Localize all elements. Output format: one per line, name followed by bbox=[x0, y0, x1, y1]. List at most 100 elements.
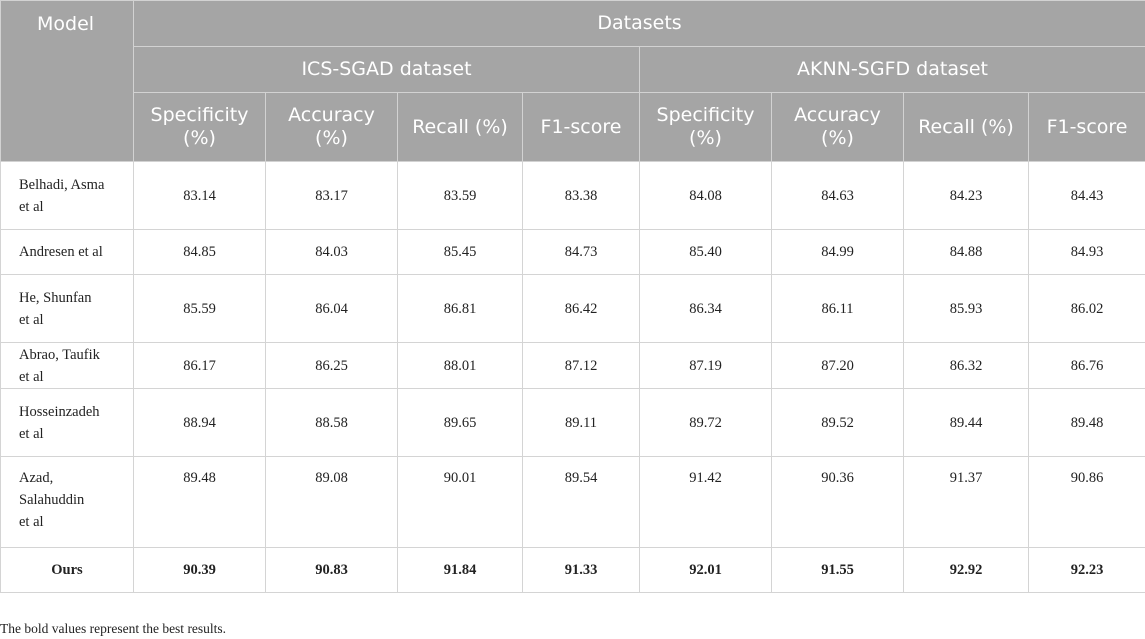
value-cell: 83.38 bbox=[522, 161, 640, 230]
metric-header-line: (%) bbox=[689, 127, 722, 149]
value-cell: 91.33 bbox=[522, 547, 640, 593]
metric-header-line: Specificity bbox=[150, 104, 249, 126]
model-name-line: Abrao, Taufik bbox=[19, 346, 100, 363]
model-name-line: et al bbox=[19, 311, 44, 328]
value-cell: 85.59 bbox=[133, 274, 266, 343]
value-cell: 87.12 bbox=[522, 342, 640, 389]
value-cell: 92.23 bbox=[1027, 547, 1145, 593]
value-cell: 85.93 bbox=[903, 274, 1029, 343]
metric-header: Recall (%) bbox=[903, 92, 1029, 162]
model-name-line: Belhadi, Asma bbox=[19, 176, 105, 193]
metric-header-line: Accuracy bbox=[288, 104, 375, 126]
group-header: ICS-SGAD dataset bbox=[133, 46, 640, 93]
metric-header: Recall (%) bbox=[397, 92, 523, 162]
table-row: Ours 90.39 90.83 91.84 91.33 92.01 91.55 92.92 9… bbox=[0, 547, 1145, 593]
metric-header: Specificity (%) bbox=[133, 92, 266, 162]
model-name-cell: Abrao, Taufik et al bbox=[0, 342, 134, 389]
value-cell: 89.52 bbox=[771, 388, 904, 457]
value-cell: 91.42 bbox=[639, 456, 772, 548]
value-cell: 87.19 bbox=[639, 342, 772, 389]
metric-header-line: Recall (%) bbox=[918, 115, 1014, 138]
value-cell: 86.02 bbox=[1027, 274, 1145, 343]
value-cell: 84.85 bbox=[133, 229, 266, 275]
value-cell: 83.17 bbox=[265, 161, 398, 230]
model-name-cell: Hosseinzadeh et al bbox=[0, 388, 134, 457]
model-name-line: Ours bbox=[51, 562, 83, 578]
value-cell: 84.23 bbox=[903, 161, 1029, 230]
value-cell: 86.76 bbox=[1027, 342, 1145, 389]
value-cell: 84.88 bbox=[903, 229, 1029, 275]
model-name-line: He, Shunfan bbox=[19, 289, 92, 306]
value-cell: 90.01 bbox=[397, 456, 523, 548]
metric-header-line: Accuracy bbox=[794, 104, 881, 126]
value-cell: 90.36 bbox=[771, 456, 904, 548]
value-cell: 89.44 bbox=[903, 388, 1029, 457]
model-name-cell: He, Shunfan et al bbox=[0, 274, 134, 343]
model-name-line: Azad, bbox=[19, 470, 54, 486]
value-cell: 89.11 bbox=[522, 388, 640, 457]
value-cell: 84.43 bbox=[1027, 161, 1145, 230]
value-cell: 84.63 bbox=[771, 161, 904, 230]
value-cell: 91.84 bbox=[397, 547, 523, 593]
model-name-line: et al bbox=[19, 514, 44, 530]
model-name-line: et al bbox=[19, 425, 44, 442]
value-cell: 92.92 bbox=[903, 547, 1029, 593]
metric-header: F1-score bbox=[522, 92, 640, 162]
value-cell: 86.32 bbox=[903, 342, 1029, 389]
metric-header-line: Specificity bbox=[656, 104, 755, 126]
table-row: Belhadi, Asma et al 83.14 83.17 83.59 83.38 84… bbox=[0, 161, 1145, 230]
value-cell: 86.17 bbox=[133, 342, 266, 389]
table-row: Abrao, Taufik et al 86.17 86.25 88.01 87.12 87… bbox=[0, 342, 1145, 389]
value-cell: 85.45 bbox=[397, 229, 523, 275]
metric-header: Accuracy (%) bbox=[771, 92, 904, 162]
value-cell: 84.03 bbox=[265, 229, 398, 275]
value-cell: 86.04 bbox=[265, 274, 398, 343]
value-cell: 89.48 bbox=[1027, 388, 1145, 457]
model-name-line: Andresen et al bbox=[19, 244, 103, 260]
model-name-line: et al bbox=[19, 198, 44, 215]
value-cell: 88.01 bbox=[397, 342, 523, 389]
metric-header: Accuracy (%) bbox=[265, 92, 398, 162]
table-row: Hosseinzadeh et al 88.94 88.58 89.65 89.11 89.… bbox=[0, 388, 1145, 457]
value-cell: 89.48 bbox=[133, 456, 266, 548]
model-name-cell: Belhadi, Asma et al bbox=[0, 161, 134, 230]
value-cell: 88.58 bbox=[265, 388, 398, 457]
value-cell: 89.65 bbox=[397, 388, 523, 457]
value-cell: 86.81 bbox=[397, 274, 523, 343]
metric-header-line: F1-score bbox=[1046, 115, 1128, 138]
value-cell: 87.20 bbox=[771, 342, 904, 389]
value-cell: 86.11 bbox=[771, 274, 904, 343]
value-cell: 88.94 bbox=[133, 388, 266, 457]
value-cell: 84.99 bbox=[771, 229, 904, 275]
datasets-header: Datasets bbox=[132, 0, 1145, 47]
value-cell: 90.39 bbox=[133, 547, 266, 593]
table-row: Andresen et al 84.85 84.03 85.45 84.73 85.40 8… bbox=[0, 229, 1145, 275]
model-name-cell: Azad, Salahuddin et al bbox=[0, 456, 134, 548]
model-name-line: Salahuddin bbox=[19, 492, 85, 508]
results-table: Model Datasets ICS-SGAD dataset AKNN-SGF… bbox=[0, 0, 1145, 593]
metric-header: F1-score bbox=[1027, 92, 1145, 162]
model-name-line: et al bbox=[19, 368, 44, 385]
value-cell: 92.01 bbox=[639, 547, 772, 593]
value-cell: 89.72 bbox=[639, 388, 772, 457]
table-row: Azad, Salahuddin et al 89.48 89.08 90.01 89.54… bbox=[0, 456, 1145, 548]
value-cell: 86.42 bbox=[522, 274, 640, 343]
value-cell: 83.59 bbox=[397, 161, 523, 230]
model-name-cell: Ours bbox=[0, 547, 134, 593]
value-cell: 86.25 bbox=[265, 342, 398, 389]
value-cell: 90.86 bbox=[1027, 456, 1145, 548]
value-cell: 84.93 bbox=[1027, 229, 1145, 275]
value-cell: 90.83 bbox=[265, 547, 398, 593]
value-cell: 89.08 bbox=[265, 456, 398, 548]
metric-header-line: Recall (%) bbox=[412, 115, 508, 138]
value-cell: 84.73 bbox=[522, 229, 640, 275]
metric-header-line: (%) bbox=[821, 127, 854, 149]
value-cell: 89.54 bbox=[522, 456, 640, 548]
model-column-header: Model bbox=[0, 0, 134, 162]
metric-header-line: (%) bbox=[315, 127, 348, 149]
value-cell: 83.14 bbox=[133, 161, 266, 230]
footnote: The bold values represent the best resul… bbox=[0, 621, 227, 636]
metric-header-line: (%) bbox=[183, 127, 216, 149]
table-row: He, Shunfan et al 85.59 86.04 86.81 86.42 86.3… bbox=[0, 274, 1145, 343]
value-cell: 91.37 bbox=[903, 456, 1029, 548]
